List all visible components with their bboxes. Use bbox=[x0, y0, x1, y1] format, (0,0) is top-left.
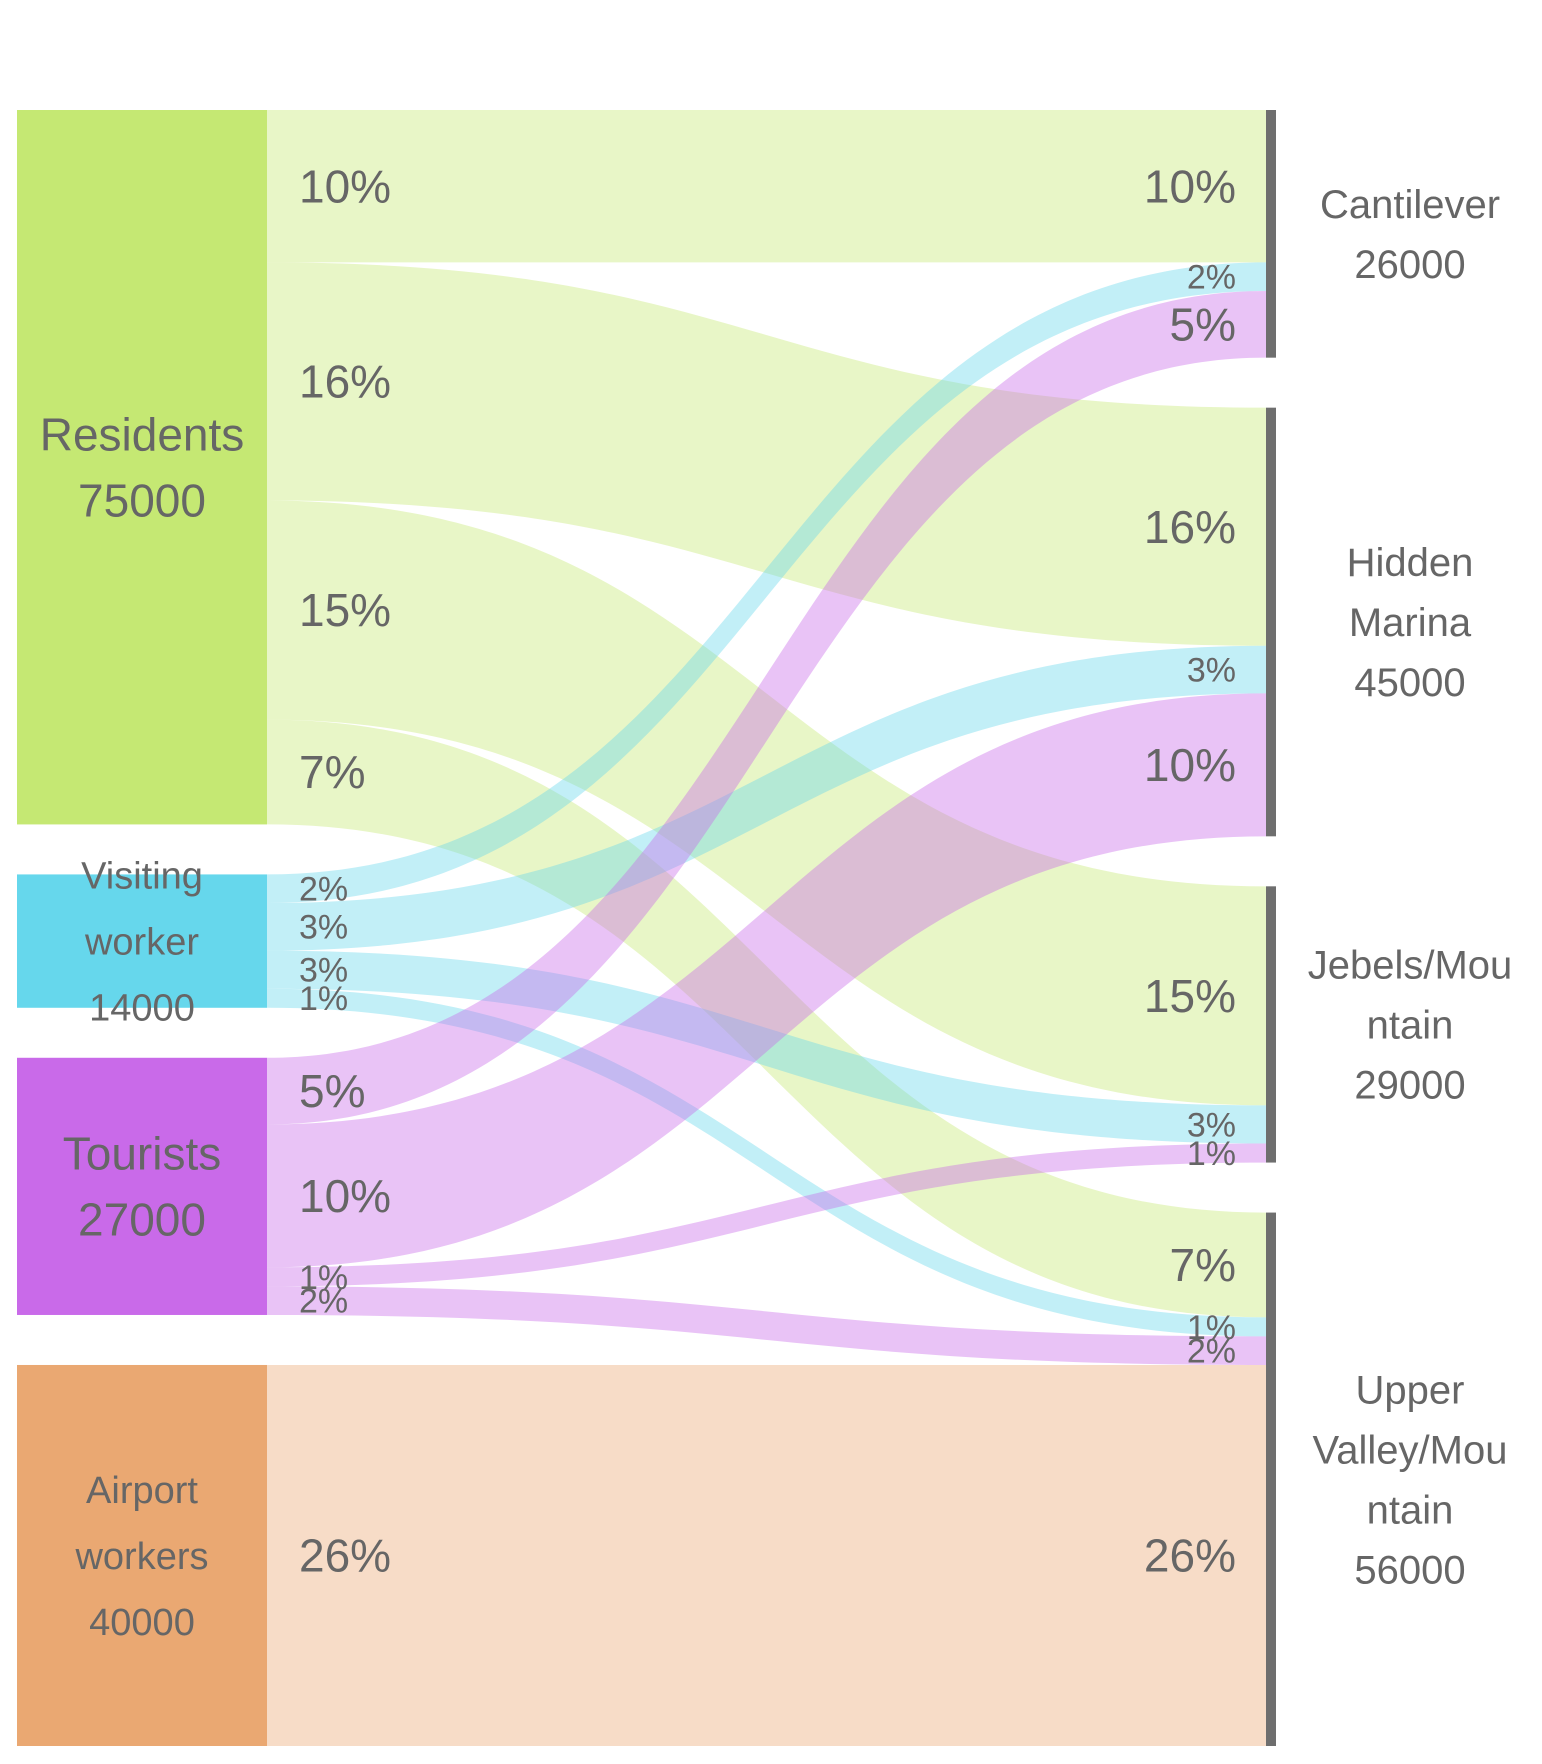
source-label-airport-1: workers bbox=[74, 1536, 208, 1578]
target-label-hidden-2: 45000 bbox=[1354, 661, 1465, 705]
target-label-upper-1: Valley/Mou bbox=[1313, 1428, 1508, 1472]
flow-label-source-tourists-cantilever: 5% bbox=[299, 1065, 365, 1117]
source-label-visiting-1: worker bbox=[84, 921, 199, 963]
target-bar-hidden bbox=[1266, 407, 1276, 837]
flow-label-source-residents-jebels: 15% bbox=[299, 584, 391, 636]
flow-visiting-upper bbox=[267, 988, 1266, 1337]
target-label-jebels-1: ntain bbox=[1367, 1003, 1454, 1047]
flow-label-target-tourists-cantilever: 5% bbox=[1170, 298, 1236, 350]
source-label-visiting-0: Visiting bbox=[81, 855, 203, 897]
flow-label-source-visiting-cantilever: 2% bbox=[299, 871, 348, 909]
target-bar-cantilever bbox=[1266, 110, 1276, 358]
flow-label-target-visiting-cantilever: 2% bbox=[1187, 259, 1236, 297]
flow-tourists-upper bbox=[267, 1286, 1266, 1365]
flow-visiting-cantilever bbox=[267, 262, 1266, 903]
flow-residents-jebels bbox=[267, 500, 1266, 1106]
target-label-cantilever-1: 26000 bbox=[1354, 243, 1465, 287]
flow-links bbox=[267, 110, 1266, 1746]
flow-label-source-airport-upper: 26% bbox=[299, 1530, 391, 1582]
flow-tourists-hidden bbox=[267, 693, 1266, 1268]
flow-label-source-tourists-hidden: 10% bbox=[299, 1170, 391, 1222]
flow-label-source-residents-cantilever: 10% bbox=[299, 160, 391, 212]
flow-residents-hidden bbox=[267, 262, 1266, 646]
source-label-tourists-1: 27000 bbox=[78, 1193, 206, 1245]
flow-label-target-visiting-hidden: 3% bbox=[1187, 652, 1236, 690]
flow-label-source-visiting-hidden: 3% bbox=[299, 909, 348, 947]
flow-label-source-residents-upper: 7% bbox=[299, 746, 365, 798]
flow-label-source-visiting-jebels: 3% bbox=[299, 952, 348, 990]
flow-residents-upper bbox=[267, 719, 1266, 1318]
source-node-airport bbox=[17, 1364, 267, 1746]
source-label-tourists-0: Tourists bbox=[63, 1127, 221, 1179]
target-label-upper-3: 56000 bbox=[1354, 1548, 1465, 1592]
nodes bbox=[17, 110, 1276, 1746]
target-label-hidden-0: Hidden bbox=[1347, 541, 1474, 585]
source-node-visiting bbox=[17, 874, 267, 1008]
target-bar-jebels bbox=[1266, 886, 1276, 1163]
source-label-residents-0: Residents bbox=[40, 408, 245, 460]
flow-label-source-tourists-jebels: 1% bbox=[299, 1259, 348, 1297]
flow-label-target-residents-cantilever: 10% bbox=[1144, 160, 1236, 212]
flow-label-target-airport-upper: 26% bbox=[1144, 1530, 1236, 1582]
target-label-jebels-2: 29000 bbox=[1354, 1063, 1465, 1107]
flow-visiting-hidden bbox=[267, 645, 1266, 951]
flow-label-target-residents-hidden: 16% bbox=[1144, 501, 1236, 553]
flow-tourists-jebels bbox=[267, 1143, 1266, 1287]
target-label-cantilever-0: Cantilever bbox=[1320, 183, 1500, 227]
flow-label-target-tourists-upper: 2% bbox=[1187, 1333, 1236, 1371]
target-label-upper-2: ntain bbox=[1367, 1488, 1454, 1532]
source-node-residents bbox=[17, 110, 267, 825]
flow-label-target-visiting-upper: 1% bbox=[1187, 1309, 1236, 1347]
source-label-visiting-2: 14000 bbox=[89, 987, 195, 1029]
source-label-airport-0: Airport bbox=[86, 1470, 198, 1512]
labels: Residents 75000 Visiting worker 14000 Tourist… bbox=[40, 160, 1513, 1643]
flow-label-source-visiting-upper: 1% bbox=[299, 980, 348, 1018]
flow-label-target-tourists-jebels: 1% bbox=[1187, 1135, 1236, 1173]
flow-label-source-tourists-upper: 2% bbox=[299, 1283, 348, 1321]
target-label-jebels-0: Jebels/Mou bbox=[1308, 943, 1513, 987]
target-label-hidden-1: Marina bbox=[1349, 601, 1472, 645]
flow-tourists-cantilever bbox=[267, 290, 1266, 1125]
flow-label-target-visiting-jebels: 3% bbox=[1187, 1106, 1236, 1144]
flow-visiting-jebels bbox=[267, 950, 1266, 1144]
flow-label-source-residents-hidden: 16% bbox=[299, 356, 391, 408]
flow-label-target-tourists-hidden: 10% bbox=[1144, 739, 1236, 791]
flow-label-target-residents-jebels: 15% bbox=[1144, 970, 1236, 1022]
target-label-upper-0: Upper bbox=[1356, 1368, 1465, 1412]
flow-label-target-residents-upper: 7% bbox=[1170, 1239, 1236, 1291]
source-label-residents-1: 75000 bbox=[78, 474, 206, 526]
flow-residents-cantilever bbox=[267, 110, 1266, 263]
source-label-airport-2: 40000 bbox=[89, 1602, 195, 1644]
source-node-tourists bbox=[17, 1057, 267, 1315]
flow-airport-upper bbox=[267, 1364, 1266, 1746]
target-bar-upper bbox=[1266, 1212, 1276, 1746]
